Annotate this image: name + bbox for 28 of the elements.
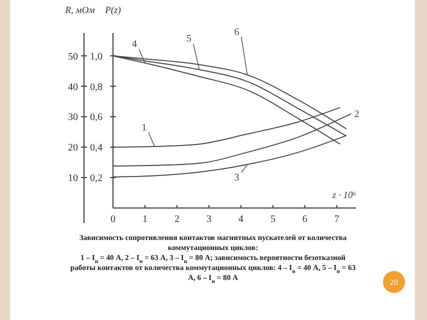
y2-axis-title: R, мОм <box>64 6 95 16</box>
text: 5 <box>186 34 192 45</box>
series-label: 1 <box>142 122 147 134</box>
series-label: 2 <box>354 109 360 120</box>
y2-tick-label: 20 <box>68 142 78 154</box>
series-label: 4 <box>132 38 137 50</box>
x-tick-label: 1 <box>142 214 148 225</box>
x-tick-label: 3 <box>206 214 212 225</box>
y-tick-label: 0,4 <box>90 142 102 154</box>
y-tick-label: 0,2 <box>90 173 102 184</box>
y2-tick-label: 30 <box>68 112 78 124</box>
y-tick-label: 1,0 <box>90 51 102 62</box>
y2-tick-label: 50 <box>68 51 78 62</box>
y-axis-title: P(z) <box>104 6 121 16</box>
text: 6 <box>234 26 240 38</box>
y2-tick-label: 10 <box>68 173 78 184</box>
x-tick-label: 7 <box>334 214 340 225</box>
x-axis-title: z · 10⁶ <box>331 191 356 201</box>
x-tick-label: 6 <box>302 214 308 225</box>
x-tick-label: 0 <box>110 214 116 225</box>
x-tick-label: 4 <box>238 214 244 225</box>
x-tick-label: 5 <box>270 214 276 225</box>
x-tick-label: 2 <box>174 214 180 225</box>
y-tick-label: 0,8 <box>90 82 102 93</box>
y2-tick-label: 40 <box>68 82 78 93</box>
y-tick-label: 0,6 <box>90 112 102 124</box>
series-label: 3 <box>234 172 240 184</box>
text: 20 <box>390 278 398 287</box>
